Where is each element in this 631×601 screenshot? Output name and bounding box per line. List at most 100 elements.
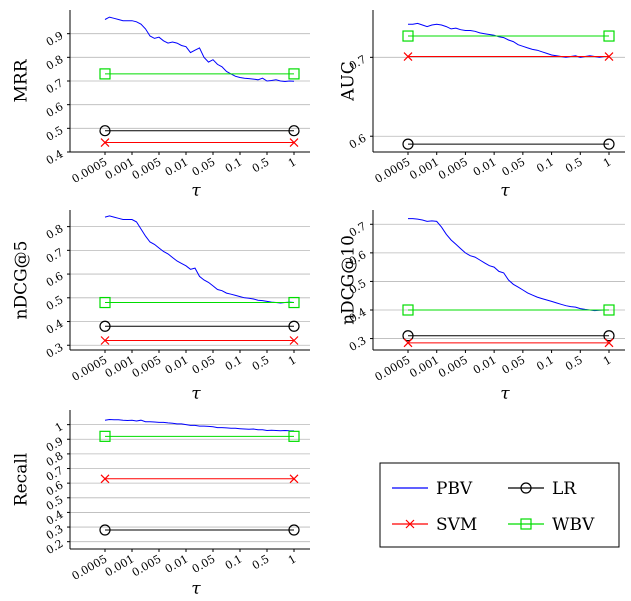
y-tick-label: 0.6 [44, 269, 66, 289]
series-svm-marker [289, 138, 299, 147]
x-tick-label: 0.05 [500, 353, 528, 377]
y-axis-title: MRR [12, 58, 32, 102]
x-tick-label: 0.5 [250, 552, 272, 572]
x-tick-label: 0.001 [407, 155, 441, 182]
series-pbv [104, 418, 295, 432]
x-tick-label: 1 [601, 353, 614, 368]
legend-svm-marker [405, 519, 415, 529]
x-tick-label: 0.005 [436, 353, 470, 380]
y-tick-label: 0.3 [347, 334, 369, 354]
legend-svm-label: SVM [436, 515, 477, 535]
series-lr-marker [603, 138, 615, 150]
legend-lr-label: LR [552, 479, 577, 499]
series-pbv-line [104, 16, 295, 83]
legend-pbv-label: PBV [436, 479, 473, 499]
series-pbv [104, 215, 295, 304]
y-axis-title: nDCG@10 [339, 235, 359, 325]
y-tick-label: 0.6 [44, 478, 66, 498]
series-wbv-marker [402, 30, 414, 42]
series-wbv-marker [603, 304, 615, 316]
x-tick-label: 1 [286, 353, 299, 368]
series-svm [100, 336, 299, 345]
y-tick-label: 0.7 [44, 246, 66, 266]
x-tick-label: 0.05 [190, 552, 218, 576]
y-tick-label: 0.8 [44, 53, 66, 73]
series-svm-marker [289, 474, 299, 484]
legend-pbv: PBV [392, 479, 473, 499]
y-tick-label: 0.7 [44, 76, 66, 96]
x-tick-label: 0.05 [500, 155, 528, 179]
y-axis-title: AUC [339, 61, 359, 102]
series-wbv-marker [99, 296, 111, 309]
x-tick-label: 0.01 [163, 353, 191, 377]
y-tick-label: 0.8 [44, 222, 66, 242]
y-tick-label: 0.3 [44, 522, 66, 542]
series-svm-marker [100, 138, 110, 147]
legend-svm: SVM [392, 515, 477, 535]
series-lr-marker [99, 524, 111, 536]
series-svm-marker [100, 336, 110, 345]
series-lr-marker [99, 125, 111, 137]
series-wbv-marker [402, 304, 414, 316]
series-wbv-marker [288, 68, 300, 80]
y-tick-label: 0.4 [44, 147, 66, 167]
series-lr [402, 138, 615, 150]
series-wbv-marker [99, 430, 111, 442]
x-tick-label: 0.001 [103, 155, 137, 182]
series-lr-marker [288, 524, 300, 536]
x-axis-title: τ [191, 384, 201, 404]
x-tick-label: 0.005 [130, 552, 164, 579]
series-svm [403, 52, 614, 61]
y-tick-label: 0.7 [44, 464, 66, 484]
y-tick-label: 0.6 [347, 132, 369, 152]
series-lr-marker [288, 320, 300, 332]
series-svm [100, 474, 299, 484]
x-tick-label: 1 [286, 552, 299, 567]
series-svm-marker [100, 474, 110, 484]
legend-box [379, 462, 620, 548]
y-tick-label: 1 [53, 420, 66, 435]
x-tick-label: 1 [286, 155, 299, 170]
x-tick-label: 0.01 [471, 155, 499, 179]
series-lr [99, 524, 300, 536]
y-tick-label: 0.3 [44, 341, 66, 361]
series-pbv-line [408, 218, 609, 312]
x-tick-label: 0.1 [223, 552, 245, 572]
x-axis-title: τ [500, 384, 510, 404]
series-lr-marker [402, 138, 414, 150]
series-pbv [408, 22, 609, 58]
series-svm-marker [403, 52, 413, 61]
series-pbv [408, 218, 609, 312]
series-lr [99, 125, 300, 137]
x-tick-label: 0.1 [223, 353, 245, 373]
x-tick-label: 0.005 [436, 155, 470, 182]
x-tick-label: 0.1 [534, 155, 556, 175]
x-tick-label: 0.001 [103, 552, 137, 579]
series-wbv-marker [288, 430, 300, 442]
y-tick-label: 0.4 [44, 317, 66, 337]
series-wbv-marker [288, 296, 300, 309]
x-axis-title: τ [191, 181, 201, 201]
y-tick-label: 0.2 [44, 537, 66, 557]
y-tick-label: 0.4 [44, 508, 66, 528]
series-wbv-marker [99, 68, 111, 80]
series-lr [99, 320, 300, 332]
series-lr [402, 330, 615, 342]
x-tick-label: 0.1 [223, 155, 245, 175]
x-tick-label: 0.01 [163, 552, 191, 576]
series-svm-marker [604, 338, 614, 348]
y-tick-label: 0.5 [44, 493, 66, 513]
y-tick-label: 0.5 [44, 124, 66, 144]
y-axis-title: nDCG@5 [12, 241, 32, 320]
x-tick-label: 0.001 [103, 353, 137, 380]
x-tick-label: 1 [601, 155, 614, 170]
legend: PBV LR SVM WBV [379, 462, 620, 548]
series-pbv [104, 16, 295, 83]
legend-lr: LR [508, 479, 577, 499]
series-svm-marker [403, 338, 413, 348]
series-pbv-line [104, 215, 295, 304]
x-tick-label: 0.5 [250, 155, 272, 175]
